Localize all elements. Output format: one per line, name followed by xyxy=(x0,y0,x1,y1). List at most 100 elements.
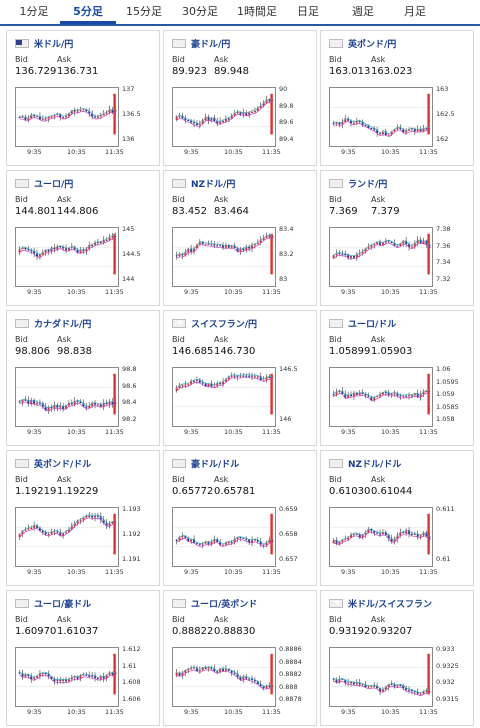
y-tick-label: 146 xyxy=(279,415,292,423)
pair-title[interactable]: 豪ドル/ドル xyxy=(191,460,240,470)
candle-body xyxy=(358,253,361,255)
x-tick-label: 10:35 xyxy=(381,708,400,716)
mini-chart[interactable]: 0.611 0.61 9:35 10:35 11:35 xyxy=(329,505,469,579)
bid-value: 1.05899 xyxy=(329,346,371,357)
candle-body xyxy=(248,539,251,543)
candle-body xyxy=(390,241,393,243)
currency-card[interactable]: NZドル/円 Bid Ask 83.452 83.464 83.4 83.2 83 9:3… xyxy=(163,170,317,306)
tab-4[interactable]: 1時間足 xyxy=(237,5,277,18)
tab-6[interactable]: 週足 xyxy=(352,5,374,18)
currency-card[interactable]: カナダドル/円 Bid Ask 98.806 98.838 98.8 98.6 98.4… xyxy=(6,310,160,446)
candle-body xyxy=(341,390,344,394)
currency-card[interactable]: スイスフラン/円 Bid Ask 146.685146.730 146.5 146 9… xyxy=(163,310,317,446)
mini-chart[interactable]: 0.8886 0.8884 0.8882 0.888 0.8878 9:35 10:35 11… xyxy=(172,645,312,719)
candle-spike xyxy=(270,373,273,415)
candle-body xyxy=(402,532,405,534)
currency-card[interactable]: ユーロ/円 Bid Ask 144.801144.806 145 144.5 144 9… xyxy=(6,170,160,306)
ask-label: Ask xyxy=(214,195,229,204)
x-tick-label: 11:35 xyxy=(262,428,281,436)
mini-chart[interactable]: 83.4 83.2 83 9:35 10:35 11:35 xyxy=(172,225,312,299)
mini-chart[interactable]: 137 136.5 136 9:35 10:35 11:35 xyxy=(15,85,155,159)
tab-2[interactable]: 15分足 xyxy=(126,5,162,18)
candle-body xyxy=(222,668,224,671)
pair-title[interactable]: 米ドル/スイスフラン xyxy=(348,600,433,610)
currency-card[interactable]: ユーロ/ドル Bid Ask 1.058991.05903 1.06 1.0595 1… xyxy=(320,310,474,446)
candle-body xyxy=(390,393,393,395)
pair-title[interactable]: カナダドル/円 xyxy=(34,320,92,330)
moving-average-line xyxy=(176,377,273,392)
candle-body xyxy=(224,542,227,545)
mini-chart[interactable]: 1.193 1.192 1.191 9:35 10:35 11:35 xyxy=(15,505,155,579)
candle-spike xyxy=(270,513,273,555)
candle-body xyxy=(204,383,207,387)
pair-title[interactable]: NZドル/ドル xyxy=(348,460,402,470)
moving-average-line xyxy=(333,239,430,257)
y-tick-label: 137 xyxy=(122,85,135,93)
mini-chart[interactable]: 90 89.8 89.6 89.4 9:35 10:35 11:35 xyxy=(172,85,312,159)
candle-body xyxy=(245,538,248,540)
mini-chart[interactable]: 7.38 7.36 7.34 7.32 9:35 10:35 11:35 xyxy=(329,225,469,299)
tab-1[interactable]: 5分足 xyxy=(60,0,116,24)
candle-body xyxy=(419,535,422,537)
currency-card[interactable]: ユーロ/英ポンド Bid Ask 0.888220.88830 0.8886 0.8… xyxy=(163,590,317,726)
tab-5[interactable]: 日足 xyxy=(297,5,319,18)
pair-title[interactable]: ユーロ/英ポンド xyxy=(191,600,258,610)
candle-body xyxy=(56,531,59,533)
candle-body xyxy=(18,672,21,674)
pair-title[interactable]: 豪ドル/円 xyxy=(191,40,231,50)
tab-0[interactable]: 1分足 xyxy=(19,5,49,18)
pair-title[interactable]: 英ポンド/ドル xyxy=(34,460,92,470)
mini-chart[interactable]: 1.612 1.61 1.608 1.606 9:35 10:35 11:35 xyxy=(15,645,155,719)
candle-body xyxy=(102,113,105,116)
price-labels: Bid Ask xyxy=(15,55,99,64)
candle-body xyxy=(224,118,227,122)
pair-title[interactable]: ユーロ/豪ドル xyxy=(34,600,92,610)
currency-card[interactable]: ランド/円 Bid Ask 7.369 7.379 7.38 7.36 7.34 7.32… xyxy=(320,170,474,306)
candle-body xyxy=(73,246,76,250)
candle-body xyxy=(425,391,428,393)
pair-title[interactable]: 米ドル/円 xyxy=(34,40,74,50)
currency-card[interactable]: 豪ドル/円 Bid Ask 89.923 89.948 90 89.8 89.6 89.4… xyxy=(163,30,317,166)
y-tick-label: 7.38 xyxy=(436,225,451,233)
candle-body xyxy=(416,692,419,694)
pair-title[interactable]: ユーロ/円 xyxy=(34,180,74,190)
price-values: 144.801144.806 xyxy=(15,206,99,217)
mini-chart[interactable]: 146.5 146 9:35 10:35 11:35 xyxy=(172,365,312,439)
currency-card[interactable]: 英ポンド/円 Bid Ask 163.013163.023 163 162.5 162… xyxy=(320,30,474,166)
currency-card[interactable]: 英ポンド/ドル Bid Ask 1.192191.19229 1.193 1.192… xyxy=(6,450,160,586)
price-labels: Bid Ask xyxy=(172,615,256,624)
candle-body xyxy=(413,128,416,132)
flag-icon xyxy=(172,459,186,468)
mini-chart[interactable]: 1.06 1.0595 1.059 1.0585 1.058 9:35 10:35 11:35 xyxy=(329,365,469,439)
candle-body xyxy=(253,244,256,246)
candle-body xyxy=(67,113,70,117)
bid-value: 136.729 xyxy=(15,66,57,77)
pair-title[interactable]: ユーロ/ドル xyxy=(348,320,397,330)
candle-body xyxy=(56,679,59,682)
moving-average-line xyxy=(333,121,430,138)
currency-card[interactable]: 豪ドル/ドル Bid Ask 0.657720.65781 0.659 0.658 0… xyxy=(163,450,317,586)
candle-body xyxy=(387,392,390,395)
candle-spike xyxy=(427,373,430,415)
price-labels: Bid Ask xyxy=(172,335,256,344)
mini-chart[interactable]: 163 162.5 162 9:35 10:35 11:35 xyxy=(329,85,469,159)
pair-title[interactable]: スイスフラン/円 xyxy=(191,320,258,330)
currency-card[interactable]: 米ドル/円 Bid Ask 136.729136.731 137 136.5 136 9… xyxy=(6,30,160,166)
currency-card[interactable]: ユーロ/豪ドル Bid Ask 1.609701.61037 1.612 1.61 1… xyxy=(6,590,160,726)
currency-card[interactable]: NZドル/ドル Bid Ask 0.610300.61044 0.611 0.61 9… xyxy=(320,450,474,586)
candle-body xyxy=(82,249,85,252)
tab-7[interactable]: 月足 xyxy=(404,5,426,18)
candle-body xyxy=(108,672,111,675)
mini-chart[interactable]: 145 144.5 144 9:35 10:35 11:35 xyxy=(15,225,155,299)
mini-chart[interactable]: 0.659 0.658 0.657 9:35 10:35 11:35 xyxy=(172,505,312,579)
flag-icon xyxy=(172,179,186,188)
tab-3[interactable]: 30分足 xyxy=(182,5,218,18)
mini-chart[interactable]: 98.8 98.6 98.4 98.2 9:35 10:35 11:35 xyxy=(15,365,155,439)
pair-title[interactable]: NZドル/円 xyxy=(191,180,236,190)
candle-body xyxy=(381,532,384,535)
pair-title[interactable]: ランド/円 xyxy=(348,180,388,190)
candle-body xyxy=(242,676,245,680)
pair-title[interactable]: 英ポンド/円 xyxy=(348,40,397,50)
mini-chart[interactable]: 0.933 0.9325 0.932 0.9315 9:35 10:35 11:35 xyxy=(329,645,469,719)
